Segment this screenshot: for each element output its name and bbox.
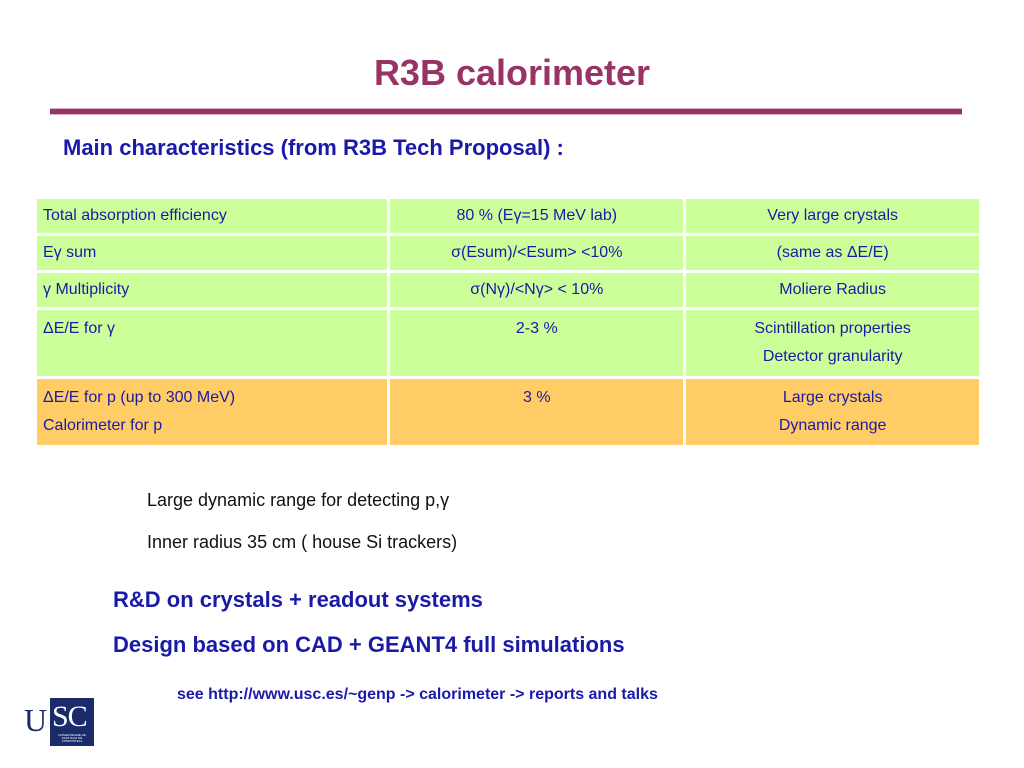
cell-line: Detector granularity — [762, 348, 903, 365]
table-cell-property: γ Multiplicity — [37, 273, 388, 307]
usc-logo: U SC UNIVERSIDADE DE SANTIAGO DE COMPOST… — [24, 698, 94, 746]
table-cell-value: σ(Nγ)/<Nγ> < 10% — [390, 273, 684, 307]
title-divider — [50, 108, 962, 115]
cell-line: Total absorption efficiency — [43, 207, 227, 224]
cell-line: 80 % (Eγ=15 MeV lab) — [456, 207, 618, 224]
table-cell-property: ΔE/E for γ — [37, 310, 388, 376]
cell-line: Very large crystals — [767, 207, 898, 224]
reference-link[interactable]: see http://www.usc.es/~genp -> calorimet… — [177, 686, 658, 703]
table-row: Eγ sum σ(Esum)/<Esum> <10% (same as ΔE/E… — [37, 236, 979, 270]
table-cell-property: Eγ sum — [37, 236, 388, 270]
table-cell-value: σ(Esum)/<Esum> <10% — [390, 236, 684, 270]
cell-line: Large crystals — [782, 389, 883, 406]
table-cell-requirement: (same as ΔE/E) — [686, 236, 979, 270]
cell-line: Moliere Radius — [779, 281, 886, 298]
table-cell-value: 3 % — [390, 379, 684, 445]
table-row: Total absorption efficiency 80 % (Eγ=15 … — [37, 199, 979, 233]
cell-line: σ(Esum)/<Esum> <10% — [451, 244, 623, 261]
table-row: ΔE/E for p (up to 300 MeV) Calorimeter fo… — [37, 379, 979, 445]
cell-line: (same as ΔE/E) — [776, 244, 889, 261]
cell-line: 3 % — [523, 389, 551, 406]
table-cell-property: Total absorption efficiency — [37, 199, 388, 233]
logo-small-text: UNIVERSIDADE DE SANTIAGO DE COMPOSTELA — [58, 733, 86, 743]
highlights-block: R&D on crystals + readout systems Design… — [113, 587, 625, 677]
note-line: Large dynamic range for detecting p,γ — [147, 490, 450, 510]
notes-block: Large dynamic range for detecting p,γ In… — [147, 490, 457, 574]
table-cell-requirement: Large crystals Dynamic range — [686, 379, 979, 445]
table-row: ΔE/E for γ 2-3 % Scintillation propertie… — [37, 310, 979, 376]
note-line: Inner radius 35 cm ( house Si trackers) — [147, 532, 458, 552]
table-cell-property: ΔE/E for p (up to 300 MeV) Calorimeter fo… — [37, 379, 388, 445]
table-row: γ Multiplicity σ(Nγ)/<Nγ> < 10% Moliere … — [37, 273, 979, 307]
logo-box: SC UNIVERSIDADE DE SANTIAGO DE COMPOSTEL… — [50, 698, 94, 746]
logo-letters-sc: SC — [52, 700, 88, 733]
cell-line: Eγ sum — [43, 244, 97, 261]
highlight-line: R&D on crystals + readout systems — [113, 587, 483, 612]
table-cell-requirement: Scintillation properties Detector granula… — [686, 310, 979, 376]
cell-line: Calorimeter for p — [43, 417, 163, 434]
slide-subtitle: Main characteristics (from R3B Tech Prop… — [63, 135, 564, 160]
cell-line: Dynamic range — [778, 417, 887, 434]
table-cell-value: 80 % (Eγ=15 MeV lab) — [390, 199, 684, 233]
cell-line: γ Multiplicity — [43, 281, 130, 298]
table-cell-requirement: Very large crystals — [686, 199, 979, 233]
slide-title: R3B calorimeter — [373, 52, 651, 93]
table-cell-requirement: Moliere Radius — [686, 273, 979, 307]
cell-line: Scintillation properties — [754, 320, 911, 337]
cell-line: 2-3 % — [515, 320, 558, 337]
logo-letter-u: U — [24, 702, 48, 738]
cell-line: σ(Nγ)/<Nγ> < 10% — [470, 281, 604, 298]
characteristics-table: Total absorption efficiency 80 % (Eγ=15 … — [34, 196, 982, 448]
cell-line: ΔE/E for p (up to 300 MeV) — [43, 389, 236, 406]
cell-line: ΔE/E for γ — [43, 320, 116, 337]
highlight-line: Design based on CAD + GEANT4 full simula… — [113, 632, 625, 657]
table-cell-value: 2-3 % — [390, 310, 684, 376]
